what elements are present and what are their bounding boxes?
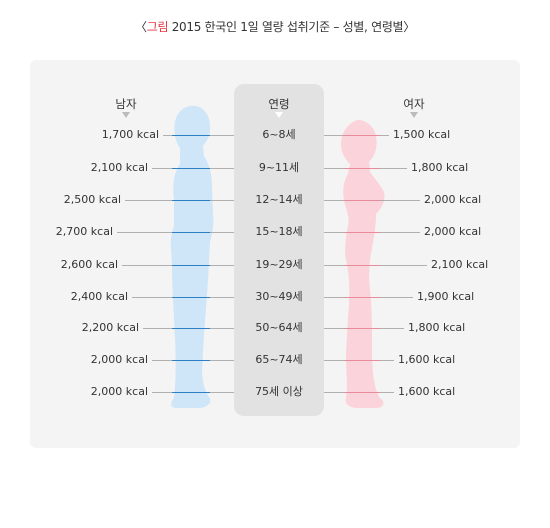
age-group-label: 15~18세 — [255, 225, 303, 238]
female-kcal-label: 1,800 kcal — [411, 161, 469, 174]
female-kcal-label: 1,900 kcal — [417, 290, 475, 303]
age-header: 연령 — [268, 97, 290, 111]
age-group-label: 9~11세 — [258, 161, 300, 174]
female-silhouette — [340, 120, 385, 408]
female-kcal-label: 2,100 kcal — [431, 258, 489, 271]
male-kcal-label: 2,000 kcal — [90, 385, 148, 398]
female-kcal-label: 2,000 kcal — [424, 225, 482, 238]
male-header: 남자 — [115, 97, 137, 111]
age-group-label: 30~49세 — [255, 290, 303, 303]
age-group-label: 6~8세 — [262, 128, 296, 141]
title-open-bracket: 〈 — [135, 20, 147, 34]
female-kcal-label: 1,600 kcal — [398, 385, 456, 398]
title-prefix: 그림 — [146, 20, 169, 34]
male-kcal-label: 2,400 kcal — [70, 290, 128, 303]
male-kcal-label: 2,700 kcal — [55, 225, 113, 238]
male-kcal-label: 2,600 kcal — [60, 258, 118, 271]
age-group-label: 12~14세 — [255, 193, 303, 206]
age-group-label: 50~64세 — [255, 321, 303, 334]
title-text: 2015 한국인 1일 열량 섭취기준 – 성별, 연령별 — [168, 20, 404, 34]
age-group-label: 19~29세 — [255, 258, 303, 271]
female-kcal-label: 1,800 kcal — [408, 321, 466, 334]
age-column — [234, 84, 324, 416]
age-group-label: 75세 이상 — [255, 385, 303, 398]
male-kcal-label: 2,000 kcal — [90, 353, 148, 366]
female-header: 여자 — [403, 97, 425, 111]
male-silhouette — [170, 105, 214, 409]
male-kcal-label: 1,700 kcal — [101, 128, 159, 141]
figure-title: 〈그림 2015 한국인 1일 열량 섭취기준 – 성별, 연령별〉 — [0, 18, 550, 35]
female-kcal-label: 1,500 kcal — [393, 128, 451, 141]
female-header-pointer — [410, 112, 418, 118]
leader-lines — [117, 135, 427, 393]
age-group-label: 65~74세 — [255, 353, 303, 366]
female-kcal-label: 2,000 kcal — [424, 193, 482, 206]
male-kcal-label: 2,100 kcal — [90, 161, 148, 174]
male-header-pointer — [122, 112, 130, 118]
age-header-pointer — [275, 112, 283, 118]
title-close-bracket: 〉 — [403, 20, 415, 34]
male-kcal-label: 2,200 kcal — [81, 321, 139, 334]
female-kcal-label: 1,600 kcal — [398, 353, 456, 366]
male-kcal-label: 2,500 kcal — [63, 193, 121, 206]
